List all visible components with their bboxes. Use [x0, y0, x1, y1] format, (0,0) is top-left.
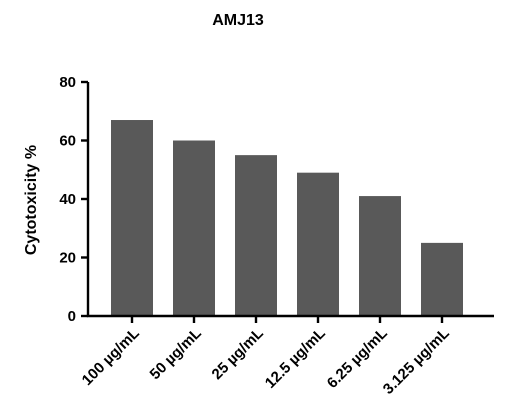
- bar-3: [235, 155, 277, 316]
- bar-4: [297, 172, 339, 316]
- bars: [111, 120, 463, 317]
- y-tick-label: 0: [68, 308, 76, 325]
- x-tick-label: 12.5 µg/mL: [262, 325, 329, 392]
- bar-1: [111, 120, 153, 317]
- x-tick-label: 6.25 µg/mL: [324, 325, 391, 392]
- bar-5: [359, 196, 401, 316]
- y-tick-label: 80: [59, 74, 76, 91]
- y-tick-label: 60: [59, 133, 76, 150]
- y-tick-label: 40: [59, 191, 76, 208]
- bar-2: [173, 140, 215, 316]
- axes: [86, 82, 494, 318]
- x-tick-label: 25 µg/mL: [209, 325, 267, 383]
- x-tick-label: 3.125 µg/mL: [380, 325, 453, 398]
- y-axis-ticks: 0 20 40 60 80: [59, 74, 88, 325]
- x-tick-label: 50 µg/mL: [147, 325, 205, 383]
- x-tick-label: 100 µg/mL: [79, 325, 143, 389]
- y-tick-label: 20: [59, 250, 76, 267]
- chart-title: AMJ13: [212, 12, 264, 29]
- y-axis-label: Cytotoxicity %: [23, 145, 40, 255]
- bar-6: [421, 242, 463, 316]
